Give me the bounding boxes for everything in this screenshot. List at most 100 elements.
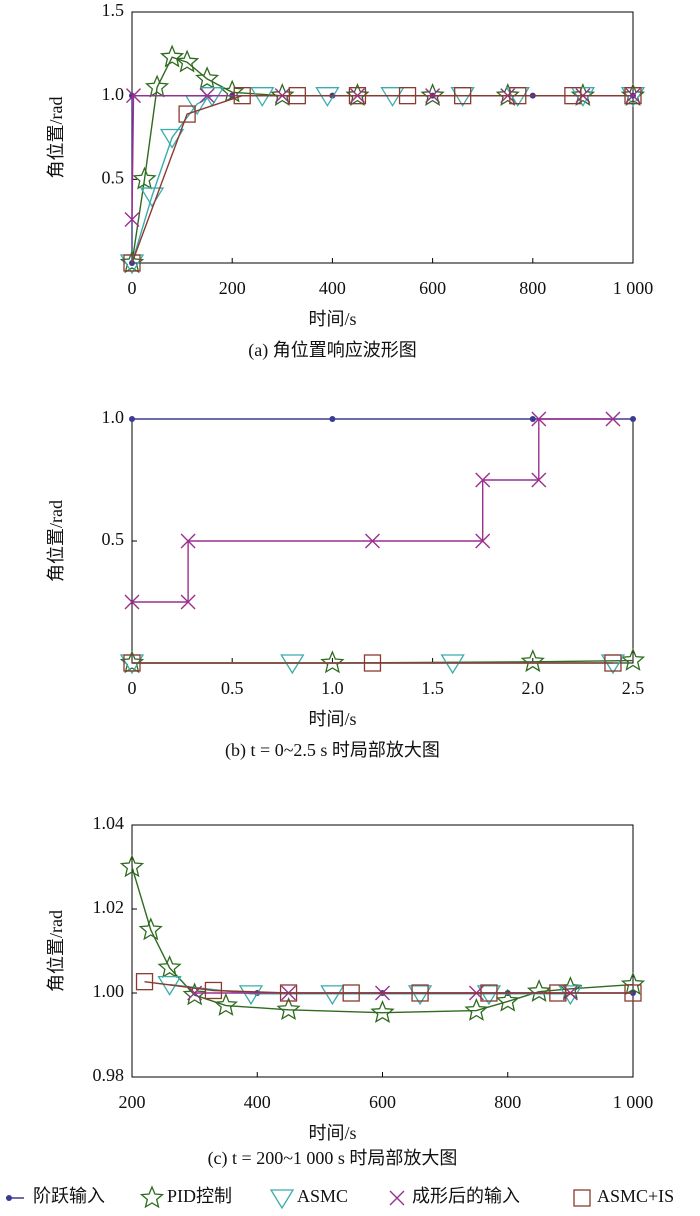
series-line xyxy=(131,95,633,264)
marker xyxy=(558,976,583,1000)
marker xyxy=(398,87,417,105)
series xyxy=(131,95,633,264)
caption: (b) t = 0~2.5 s 时局部放大图 xyxy=(225,740,440,761)
marker xyxy=(624,87,642,105)
marker xyxy=(605,411,621,427)
marker xyxy=(348,87,367,105)
y-tick-label: 1.02 xyxy=(93,897,125,917)
series xyxy=(131,866,634,1014)
marker xyxy=(144,74,170,98)
legend-label: PID控制 xyxy=(167,1186,232,1206)
marker xyxy=(342,984,360,1002)
y-tick-label: 1.04 xyxy=(93,813,125,833)
marker xyxy=(475,533,491,549)
marker xyxy=(363,654,382,672)
plot-frame xyxy=(131,11,634,264)
marker xyxy=(620,971,646,995)
series xyxy=(131,95,633,220)
marker xyxy=(495,988,520,1012)
marker xyxy=(630,416,636,422)
caption: (a) 角位置响应波形图 xyxy=(248,340,416,361)
legend-marker xyxy=(139,1185,165,1209)
marker xyxy=(182,982,207,1006)
x-tick-label: 0 xyxy=(128,678,137,698)
x-tick-label: 0.5 xyxy=(221,678,244,698)
marker xyxy=(526,979,552,1002)
y-tick-label: 1.00 xyxy=(93,981,125,1001)
series-line xyxy=(131,95,633,220)
x-tick-label: 400 xyxy=(319,278,346,298)
y-tick-label: 0.98 xyxy=(93,1065,125,1085)
marker xyxy=(549,984,567,1002)
x-axis-label: 时间/s xyxy=(308,1123,356,1143)
series-line xyxy=(132,418,613,603)
series xyxy=(132,418,613,603)
marker xyxy=(195,66,220,90)
legend-label: ASMC+IS xyxy=(597,1186,674,1206)
series xyxy=(131,95,633,263)
y-tick-label: 0.5 xyxy=(102,529,125,549)
marker xyxy=(529,416,536,422)
x-tick-label: 1 000 xyxy=(613,1092,654,1112)
series-line xyxy=(131,95,633,263)
marker xyxy=(199,88,215,104)
x-tick-label: 800 xyxy=(494,1092,521,1112)
marker xyxy=(157,955,182,979)
marker xyxy=(123,254,141,272)
marker xyxy=(531,411,547,427)
marker xyxy=(407,985,433,1006)
marker xyxy=(213,992,239,1016)
legend-marker xyxy=(6,1195,12,1201)
marker xyxy=(250,87,275,107)
marker xyxy=(480,984,498,1002)
x-tick-label: 200 xyxy=(219,278,246,298)
series xyxy=(169,983,571,995)
marker xyxy=(475,472,491,488)
marker xyxy=(620,647,646,671)
x-tick-label: 2.5 xyxy=(622,678,645,698)
marker xyxy=(204,981,223,1000)
series xyxy=(144,981,633,994)
y-axis-label: 角位置/rad xyxy=(46,97,66,179)
marker xyxy=(411,984,429,1002)
marker xyxy=(520,649,545,673)
y-tick-label: 1.5 xyxy=(102,0,125,20)
legend-label: 阶跃输入 xyxy=(33,1186,105,1206)
marker xyxy=(370,1000,395,1023)
series-line xyxy=(131,95,633,264)
marker xyxy=(320,650,345,674)
marker xyxy=(476,985,502,1006)
marker xyxy=(440,654,465,675)
marker xyxy=(135,973,154,991)
series-line xyxy=(131,866,634,1014)
marker xyxy=(495,83,520,106)
marker xyxy=(132,166,157,190)
x-axis-label: 时间/s xyxy=(308,309,356,329)
legend-label: 成形后的输入 xyxy=(412,1186,520,1206)
y-axis-label: 角位置/rad xyxy=(46,500,66,582)
marker xyxy=(558,985,583,1006)
marker xyxy=(139,187,165,208)
marker xyxy=(119,854,145,878)
legend-label: ASMC xyxy=(297,1186,348,1206)
marker xyxy=(178,105,196,123)
marker xyxy=(123,654,141,672)
marker xyxy=(270,83,295,106)
marker xyxy=(364,533,380,549)
marker xyxy=(129,416,135,422)
x-tick-label: 0 xyxy=(128,278,137,298)
marker xyxy=(233,87,251,105)
legend-marker xyxy=(269,1189,295,1210)
caption: (c) t = 200~1 000 s 时局部放大图 xyxy=(208,1148,458,1169)
marker xyxy=(174,49,200,73)
marker xyxy=(288,87,306,105)
x-tick-label: 1.5 xyxy=(421,678,444,698)
y-tick-label: 1.0 xyxy=(102,84,125,104)
marker xyxy=(564,87,582,105)
x-tick-label: 1.0 xyxy=(321,678,344,698)
marker xyxy=(570,87,596,107)
marker xyxy=(454,87,472,105)
marker xyxy=(238,985,264,1006)
